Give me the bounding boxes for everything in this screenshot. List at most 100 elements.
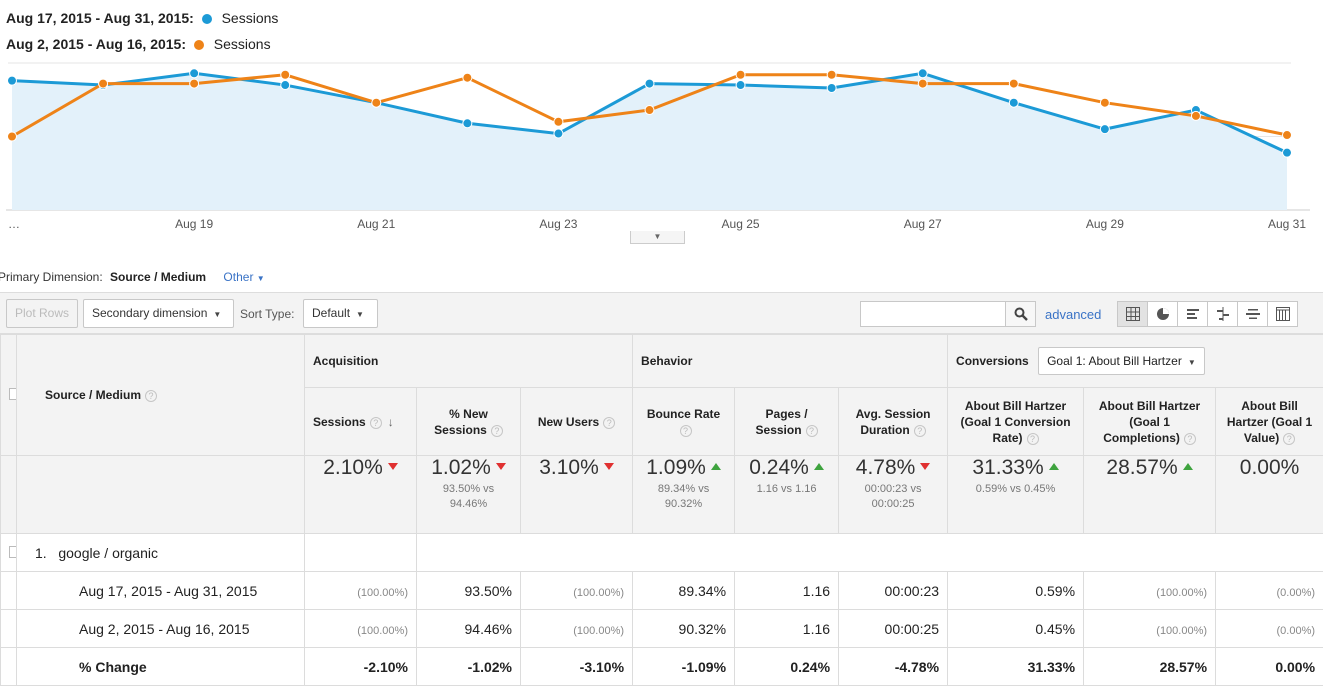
primary-dimension-value[interactable]: Source / Medium: [110, 270, 207, 284]
data-point: [462, 118, 473, 129]
select-all-checkbox[interactable]: [9, 387, 16, 400]
percentage-view-button[interactable]: [1147, 301, 1178, 327]
help-icon[interactable]: ?: [1026, 432, 1039, 445]
change-sessions: -2.10%: [304, 647, 417, 686]
goal-value-header-label: About Bill Hartzer (Goal 1 Value): [1226, 398, 1313, 445]
x-tick-label: Aug 21: [357, 217, 395, 231]
legend-current-range: Aug 17, 2015 - Aug 31, 2015:: [6, 10, 194, 26]
plot-rows-button[interactable]: Plot Rows: [6, 299, 79, 328]
goal-value-share: (0.00%): [1276, 586, 1316, 599]
help-icon[interactable]: ?: [369, 416, 382, 429]
change-avg-duration: -4.78%: [838, 647, 949, 686]
new-users-column-header[interactable]: New Users?: [519, 387, 634, 456]
summary-completions-pct: 28.57%: [1106, 456, 1178, 480]
sort-type-value: Default: [312, 306, 351, 320]
data-point: [917, 68, 928, 79]
source-medium-header[interactable]: Source / Medium?: [16, 334, 305, 456]
sessions-line-chart[interactable]: … Aug 19 Aug 21 Aug 23 Aug 25 Aug 27 Aug 29 Aug…: [0, 58, 1323, 236]
summary-avg-duration: 4.78% 00:00:23 vs 00:00:25: [838, 455, 949, 534]
pages-session-cell: 1.16: [734, 609, 840, 648]
x-tick-label: …: [8, 217, 20, 231]
summary-bounce-rate-pct: 1.09%: [646, 456, 706, 480]
help-icon[interactable]: ?: [679, 424, 692, 437]
data-point: [1008, 97, 1019, 108]
goal-value-share: (0.00%): [1276, 624, 1316, 637]
table-row-group[interactable]: 1. google / organic: [0, 533, 1323, 572]
help-icon[interactable]: ?: [145, 390, 158, 402]
secondary-dimension-label: Secondary dimension: [92, 306, 208, 320]
help-icon[interactable]: ?: [1283, 432, 1296, 445]
row-date-label: Aug 17, 2015 - Aug 31, 2015: [16, 571, 305, 610]
summary-goal-value: 0.00%: [1215, 455, 1323, 534]
conversion-rate-cell: 0.59%: [947, 571, 1085, 610]
sort-type-label: Sort Type:: [240, 307, 295, 321]
table-grid-icon: [1125, 307, 1140, 321]
completions-column-header[interactable]: About Bill Hartzer (Goal 1 Completions)?: [1083, 387, 1217, 456]
other-dimension-link[interactable]: Other ▼: [223, 270, 265, 284]
conversions-label: Conversions: [956, 354, 1029, 368]
help-icon[interactable]: ?: [490, 424, 503, 437]
down-arrow-icon: [920, 463, 931, 470]
data-point: [189, 78, 200, 89]
term-cloud-icon: [1245, 309, 1260, 319]
term-cloud-view-button[interactable]: [1237, 301, 1268, 327]
select-all-cell[interactable]: [0, 334, 17, 456]
data-point: [280, 80, 291, 91]
summary-new-users-pct: 3.10%: [539, 456, 599, 480]
summary-pages-session: 0.24% 1.16 vs 1.16: [734, 455, 840, 534]
performance-view-button[interactable]: [1177, 301, 1208, 327]
sort-descending-icon: ↓: [387, 414, 394, 429]
pages-session-cell: 1.16: [734, 571, 840, 610]
sessions-share: (100.00%): [357, 624, 408, 637]
data-point: [1282, 130, 1292, 141]
advanced-filter-link[interactable]: advanced: [1045, 307, 1102, 322]
help-icon[interactable]: ?: [1183, 432, 1196, 445]
summary-avg-duration-pct: 4.78%: [855, 456, 916, 480]
x-tick-label: Aug 19: [175, 217, 213, 231]
help-icon[interactable]: ?: [805, 424, 818, 437]
goal-value-cell: (0.00%): [1215, 571, 1323, 610]
pages-session-column-header[interactable]: Pages / Session?: [734, 387, 840, 456]
collapse-chart-button[interactable]: ▼: [630, 231, 685, 244]
summary-sessions-pct: 2.10%: [323, 456, 383, 480]
data-point: [1008, 78, 1019, 89]
avg-duration-column-header[interactable]: Avg. Session Duration?: [838, 387, 949, 456]
help-icon[interactable]: ?: [603, 416, 616, 429]
change-bounce-rate: -1.09%: [632, 647, 736, 686]
table-row[interactable]: Aug 17, 2015 - Aug 31, 2015 (100.00%) 93…: [0, 571, 1323, 610]
goal-value-column-header[interactable]: About Bill Hartzer (Goal 1 Value)?: [1215, 387, 1323, 456]
search-icon: [1014, 307, 1028, 321]
row-group-label[interactable]: google / organic: [58, 544, 158, 561]
pivot-icon: [1275, 307, 1290, 321]
change-goal-value: 0.00%: [1215, 647, 1323, 686]
sessions-column-header[interactable]: Sessions? ↓: [304, 387, 417, 456]
sort-type-dropdown[interactable]: Default ▼: [303, 299, 378, 328]
change-completions: 28.57%: [1083, 647, 1217, 686]
table-row[interactable]: Aug 2, 2015 - Aug 16, 2015 (100.00%) 94.…: [0, 609, 1323, 648]
help-icon[interactable]: ?: [913, 424, 926, 437]
data-point: [826, 69, 837, 80]
comparison-view-button[interactable]: [1207, 301, 1238, 327]
summary-new-sessions-pct: 1.02%: [431, 456, 491, 480]
data-point: [1099, 124, 1110, 135]
conversion-rate-cell: 0.45%: [947, 609, 1085, 648]
bounce-rate-column-header[interactable]: Bounce Rate?: [632, 387, 736, 456]
goal-select-dropdown[interactable]: Goal 1: About Bill Hartzer ▼: [1038, 347, 1205, 375]
new-sessions-column-header[interactable]: % New Sessions?: [416, 387, 521, 456]
primary-dimension-label: Primary Dimension:: [0, 270, 103, 284]
sessions-cell: (100.00%): [304, 609, 417, 648]
summary-bounce-rate-compare: 89.34% vs 90.32%: [657, 483, 710, 510]
search-button[interactable]: [1005, 301, 1036, 327]
summary-sessions: 2.10%: [304, 455, 417, 534]
pivot-view-button[interactable]: [1267, 301, 1298, 327]
row-checkbox[interactable]: [9, 545, 16, 558]
conversion-rate-column-header[interactable]: About Bill Hartzer (Goal 1 Conversion Ra…: [947, 387, 1085, 456]
new-users-share: (100.00%): [573, 586, 625, 599]
new-users-header-label: New Users: [537, 414, 600, 429]
legend-previous-dot: [193, 40, 204, 50]
data-table-view-button[interactable]: [1117, 301, 1148, 327]
summary-avg-duration-compare: 00:00:23 vs 00:00:25: [864, 483, 922, 510]
up-arrow-icon: [1182, 463, 1193, 470]
table-search-input[interactable]: [860, 301, 1006, 327]
secondary-dimension-dropdown[interactable]: Secondary dimension ▼: [83, 299, 234, 328]
